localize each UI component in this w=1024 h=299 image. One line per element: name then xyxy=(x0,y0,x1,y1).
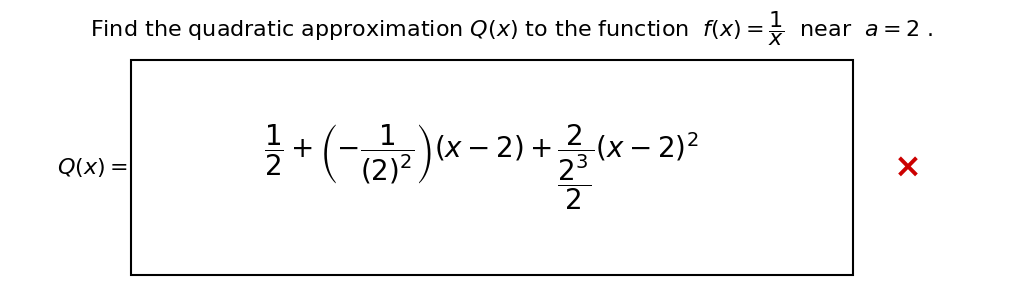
Text: $\dfrac{1}{2} + \left(-\dfrac{1}{(2)^2}\right)(x-2) + \dfrac{2}{\dfrac{2^3}{2}}(: $\dfrac{1}{2} + \left(-\dfrac{1}{(2)^2}\… xyxy=(264,123,698,212)
Text: Find the quadratic approximation $Q(x)$ to the function  $f(x) = \dfrac{1}{x}$  : Find the quadratic approximation $Q(x)$ … xyxy=(90,9,934,48)
Bar xyxy=(131,60,853,275)
Text: $Q(x) = $: $Q(x) = $ xyxy=(57,156,128,179)
Text: $\mathbf{\times}$: $\mathbf{\times}$ xyxy=(893,151,920,184)
